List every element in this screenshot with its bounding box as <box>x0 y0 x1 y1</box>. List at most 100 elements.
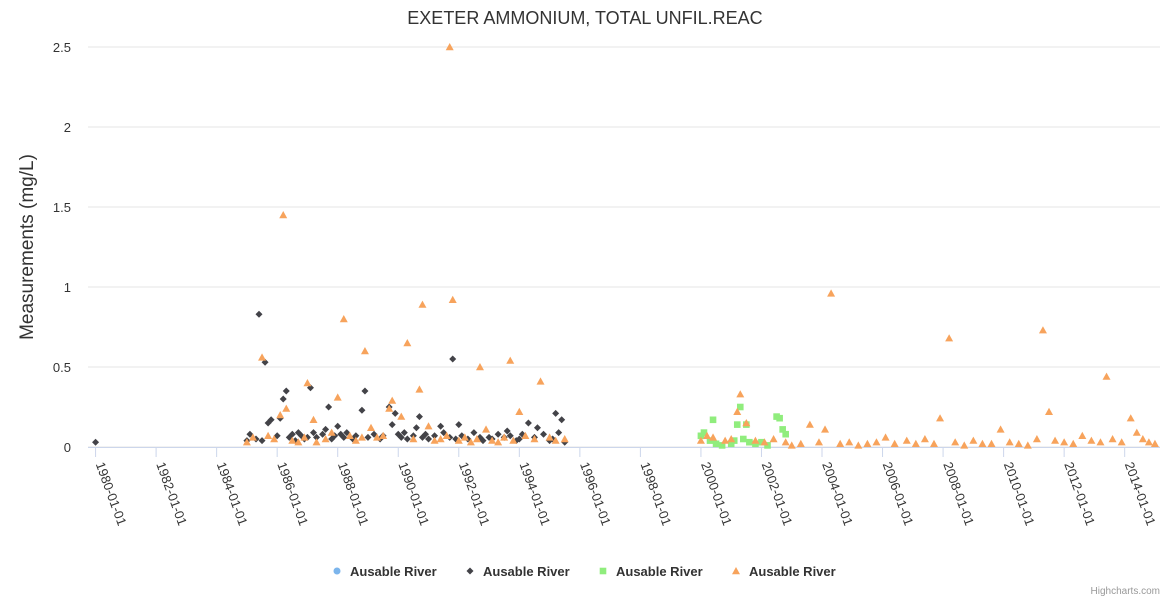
y-tick-label: 1.5 <box>53 200 71 215</box>
legend-marker <box>732 567 740 575</box>
data-point <box>470 429 478 437</box>
legend-item[interactable]: Ausable River <box>732 564 836 579</box>
data-point <box>340 433 348 441</box>
data-point <box>415 385 424 393</box>
data-point <box>1138 435 1147 443</box>
series-2 <box>92 310 569 446</box>
legend-item[interactable]: Ausable River <box>599 564 703 579</box>
data-point <box>509 436 518 444</box>
data-point <box>709 416 717 424</box>
data-point <box>506 356 515 364</box>
data-point <box>500 433 509 441</box>
data-point <box>248 433 257 441</box>
legend-label: Ausable River <box>350 564 437 579</box>
data-point <box>294 438 303 446</box>
data-point <box>1078 431 1087 439</box>
chart-title: EXETER AMMONIUM, TOTAL UNFIL.REAC <box>407 8 762 28</box>
data-point <box>397 433 405 441</box>
data-point <box>288 436 297 444</box>
data-point <box>978 439 987 447</box>
data-point <box>276 411 285 419</box>
y-axis-ticks: 0 0.5 1 1.5 2 2.5 <box>53 40 71 455</box>
data-point <box>524 419 532 427</box>
data-point <box>781 438 790 446</box>
data-point <box>255 310 263 318</box>
data-point <box>449 355 457 363</box>
data-point <box>872 438 881 446</box>
data-point <box>1096 438 1105 446</box>
data-point <box>1060 438 1069 446</box>
data-point <box>379 431 388 439</box>
data-point <box>503 427 511 435</box>
y-tick-label: 0 <box>64 440 71 455</box>
data-point <box>545 433 554 441</box>
data-point <box>258 437 266 445</box>
data-point <box>533 424 541 432</box>
data-point <box>385 404 394 412</box>
data-point <box>736 390 745 398</box>
data-point <box>1023 441 1032 449</box>
data-point <box>969 436 978 444</box>
y-tick-label: 0.5 <box>53 360 71 375</box>
data-point <box>769 435 778 443</box>
data-point <box>300 433 309 441</box>
data-point <box>712 440 720 448</box>
legend-item[interactable]: Ausable River <box>333 564 437 579</box>
data-point <box>391 409 399 417</box>
data-point <box>488 436 497 444</box>
data-point <box>552 409 560 417</box>
legend-item[interactable]: Ausable River <box>466 564 570 579</box>
data-point <box>397 412 406 420</box>
data-point <box>309 429 317 437</box>
data-point <box>430 436 439 444</box>
data-point <box>282 387 290 395</box>
data-point <box>890 439 899 447</box>
data-point <box>242 438 251 446</box>
data-point <box>479 437 487 445</box>
data-point <box>92 438 100 446</box>
data-point <box>558 416 566 424</box>
data-point <box>1014 439 1023 447</box>
data-point <box>929 439 938 447</box>
data-point <box>827 289 836 297</box>
data-point <box>696 436 705 444</box>
data-point <box>258 353 267 361</box>
data-point <box>270 435 279 443</box>
data-point <box>445 43 454 51</box>
data-point <box>836 439 845 447</box>
series-4 <box>242 43 1159 449</box>
data-point <box>455 421 463 429</box>
data-point <box>418 300 427 308</box>
data-point <box>267 416 275 424</box>
data-point <box>454 436 463 444</box>
data-point <box>309 415 318 423</box>
data-point <box>821 425 830 433</box>
data-point <box>472 435 481 443</box>
data-point <box>727 435 736 443</box>
data-point <box>425 435 433 443</box>
data-point <box>863 439 872 447</box>
legend-marker <box>599 567 607 575</box>
data-point <box>742 419 751 427</box>
data-point <box>515 407 524 415</box>
data-point <box>327 428 336 436</box>
legend-marker <box>333 567 341 575</box>
data-point <box>303 379 312 387</box>
credits-link[interactable]: Highcharts.com <box>1091 586 1160 597</box>
data-point <box>776 414 783 422</box>
data-point <box>431 432 439 440</box>
data-point <box>1126 414 1135 422</box>
data-point <box>321 435 330 443</box>
data-point <box>881 433 890 441</box>
series-layer <box>92 43 1159 449</box>
data-point <box>319 430 327 438</box>
data-point <box>415 413 423 421</box>
y-axis-label: Measurements (mg/L) <box>17 154 38 340</box>
data-point <box>945 334 954 342</box>
data-point <box>911 439 920 447</box>
data-point <box>760 438 769 446</box>
data-point <box>805 420 814 428</box>
data-point <box>1051 436 1060 444</box>
data-point <box>709 433 718 441</box>
